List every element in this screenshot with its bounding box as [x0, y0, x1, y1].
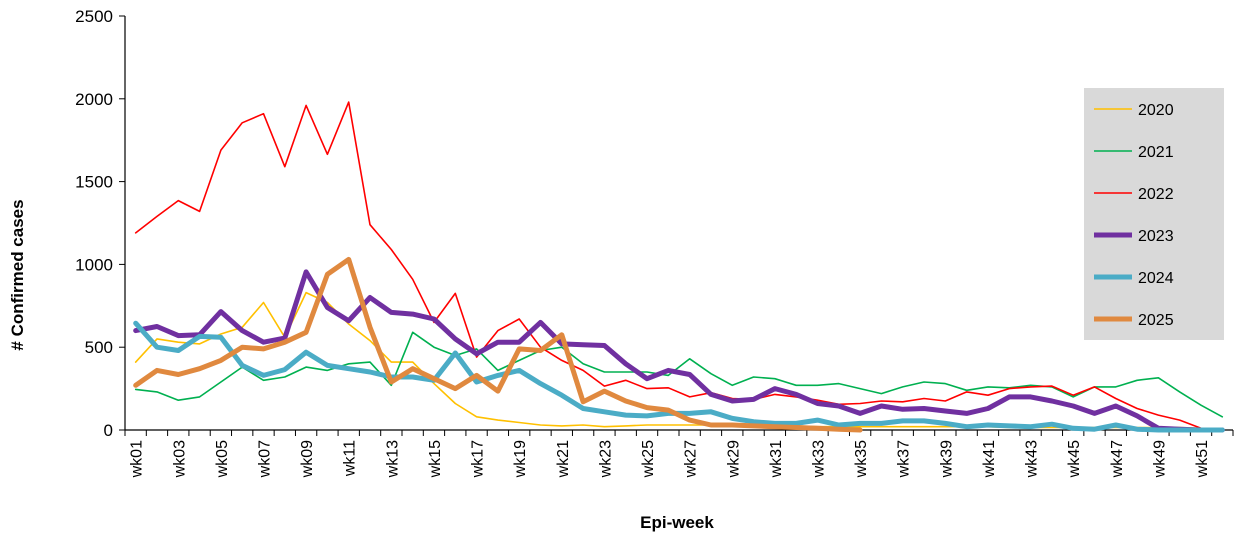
- legend-label: 2022: [1138, 186, 1174, 203]
- y-tick-label: 1500: [75, 173, 113, 192]
- legend-label: 2023: [1138, 228, 1174, 245]
- legend: 2020 2021 2022 2023 2024 2025: [1084, 88, 1224, 340]
- x-tick-label: wk41: [981, 440, 998, 478]
- y-tick-label: 2500: [75, 7, 113, 26]
- legend-box: [1084, 88, 1224, 340]
- x-tick-label: wk21: [555, 440, 572, 478]
- legend-label: 2025: [1138, 312, 1174, 329]
- x-tick-label: wk25: [640, 440, 657, 478]
- x-tick-label: wk03: [171, 440, 188, 478]
- x-tick-label: wk45: [1066, 440, 1083, 478]
- x-tick-label: wk37: [896, 440, 913, 478]
- x-tick-label: wk33: [811, 440, 828, 478]
- x-tick-label: wk23: [597, 440, 614, 478]
- y-tick-label: 2000: [75, 90, 113, 109]
- x-tick-label: wk39: [938, 440, 955, 478]
- series-line-2025: [133, 256, 863, 433]
- y-tick-label: 1000: [75, 255, 113, 274]
- x-axis-ticks: wk01 wk03 wk05 wk07 wk09 wk11 wk13 wk15 wk17 wk19…: [124, 430, 1234, 478]
- x-tick-label: wk11: [342, 440, 359, 477]
- series-lines: [133, 101, 1225, 433]
- y-tick-label: 0: [104, 421, 113, 440]
- x-tick-label: wk19: [512, 440, 529, 478]
- x-tick-label: wk47: [1109, 440, 1126, 478]
- x-tick-label: wk13: [384, 440, 401, 478]
- series-line-2023: [133, 269, 1225, 433]
- x-tick-label: wk31: [768, 440, 785, 478]
- x-tick-label: wk35: [853, 440, 870, 478]
- x-tick-label: wk01: [129, 440, 146, 478]
- y-tick-label: 500: [85, 338, 113, 357]
- x-axis-title: Epi-week: [640, 513, 714, 532]
- y-axis-title: # Confirmed cases: [8, 199, 27, 350]
- legend-label: 2021: [1138, 144, 1174, 161]
- legend-label: 2020: [1138, 102, 1174, 119]
- x-tick-label: wk15: [427, 440, 444, 478]
- x-tick-label: wk43: [1024, 440, 1041, 478]
- x-tick-label: wk05: [214, 440, 231, 478]
- y-axis-ticks: 0 500 1000 1500 2000 2500: [75, 7, 125, 440]
- legend-label: 2024: [1138, 270, 1174, 287]
- x-tick-label: wk17: [470, 440, 487, 478]
- series-line-2022: [134, 101, 1224, 431]
- x-tick-label: wk49: [1151, 440, 1168, 478]
- x-tick-label: wk27: [683, 440, 700, 478]
- x-tick-label: wk07: [257, 440, 274, 478]
- x-tick-label: wk09: [299, 440, 316, 478]
- x-tick-label: wk51: [1194, 440, 1211, 478]
- x-tick-label: wk29: [725, 440, 742, 478]
